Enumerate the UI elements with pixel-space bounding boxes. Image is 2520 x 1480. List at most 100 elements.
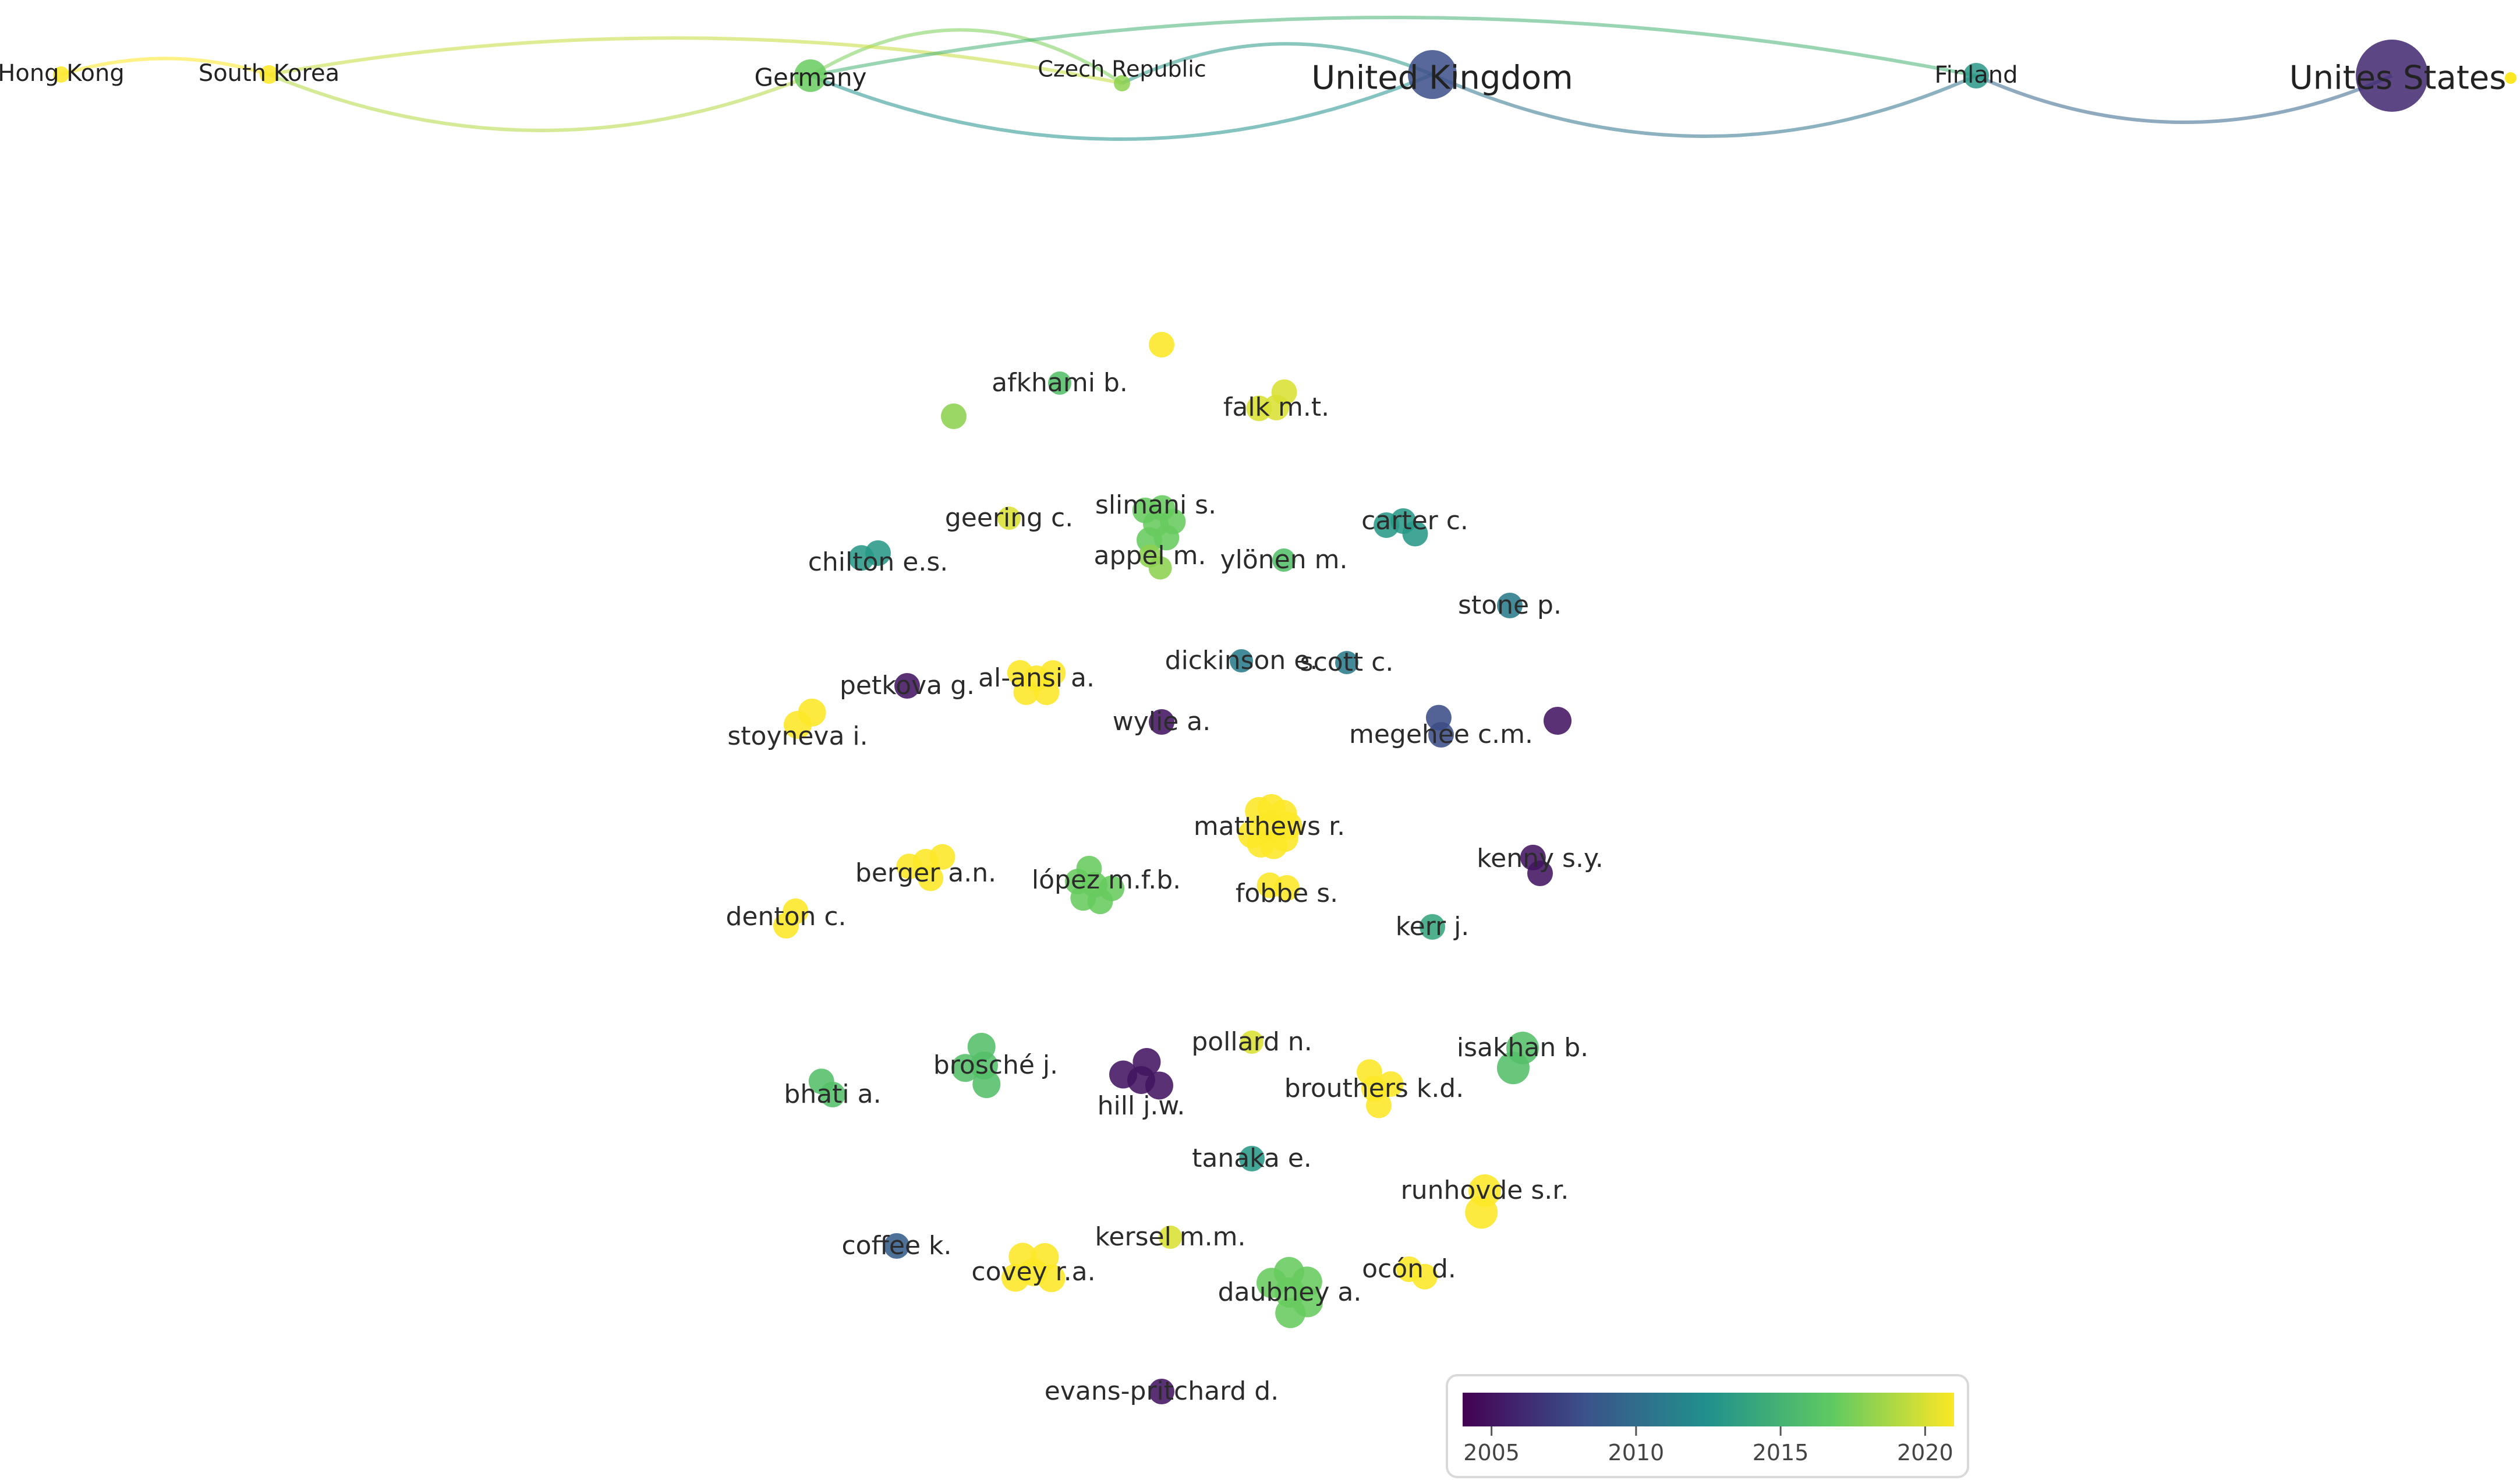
author-node[interactable] bbox=[1272, 548, 1296, 572]
node-yellow-top[interactable] bbox=[1149, 332, 1174, 357]
author-cluster-afkhami-b[interactable]: afkhami b. bbox=[992, 368, 1128, 398]
author-node[interactable] bbox=[1148, 556, 1172, 580]
author-node[interactable] bbox=[1145, 1071, 1173, 1100]
author-cluster-stone-p[interactable]: stone p. bbox=[1458, 590, 1562, 620]
country-node-hong-kong[interactable] bbox=[53, 66, 69, 83]
author-node[interactable] bbox=[894, 673, 920, 699]
link-germany-czech-republic bbox=[809, 28, 1123, 85]
author-node[interactable] bbox=[951, 1054, 979, 1082]
author-cluster-evans-pritchard-d[interactable]: evans-pritchard d. bbox=[1045, 1376, 1279, 1406]
author-cluster-appel-m[interactable]: appel m. bbox=[1094, 541, 1206, 580]
author-node[interactable] bbox=[1159, 1226, 1182, 1249]
author-node[interactable] bbox=[1040, 660, 1066, 686]
author-node[interactable] bbox=[1275, 1298, 1306, 1329]
author-node[interactable] bbox=[884, 1233, 909, 1259]
country-node-czech-republic[interactable] bbox=[1114, 75, 1130, 91]
author-node[interactable] bbox=[1420, 914, 1445, 940]
author-node[interactable] bbox=[967, 1032, 996, 1061]
author-node[interactable] bbox=[808, 1068, 834, 1095]
author-cluster-hill-j-w[interactable]: hill j.w. bbox=[1098, 1048, 1185, 1121]
author-cluster-kersel-m-m[interactable]: kersel m.m. bbox=[1095, 1222, 1246, 1252]
author-cluster-bhati-a[interactable]: bhati a. bbox=[784, 1068, 882, 1109]
author-cluster-berger-a-n[interactable]: berger a.n. bbox=[855, 844, 996, 891]
author-cluster-tanaka-e[interactable]: tanaka e. bbox=[1192, 1143, 1312, 1173]
author-node[interactable] bbox=[1149, 709, 1174, 735]
author-node[interactable] bbox=[1366, 1092, 1392, 1118]
author-node[interactable] bbox=[972, 1070, 1001, 1099]
author-cluster-coffee-k[interactable]: coffee k. bbox=[841, 1231, 951, 1261]
author-cluster-ylonen-m[interactable]: ylönen m. bbox=[1220, 545, 1348, 575]
author-cluster-kerr-j[interactable]: kerr j. bbox=[1396, 912, 1470, 941]
author-cluster-pollard-n[interactable]: pollard n. bbox=[1191, 1027, 1312, 1057]
author-cluster-dickinson-e[interactable]: dickinson e. bbox=[1165, 646, 1318, 675]
author-cluster-al-ansi-a[interactable]: al-ansi a. bbox=[978, 660, 1095, 706]
author-node[interactable] bbox=[896, 854, 922, 880]
node-lime-left[interactable] bbox=[941, 403, 967, 429]
country-node-unites-states[interactable] bbox=[2356, 40, 2428, 112]
author-cluster-geering-c[interactable]: geering c. bbox=[945, 503, 1073, 533]
author-cluster-chilton-e-s[interactable]: chilton e.s. bbox=[808, 540, 948, 577]
author-node[interactable] bbox=[1411, 1263, 1438, 1290]
author-cluster-petkova-g[interactable]: petkova g. bbox=[840, 671, 975, 700]
author-cluster-matthews-r[interactable]: matthews r. bbox=[1194, 794, 1345, 859]
author-node[interactable] bbox=[1238, 820, 1266, 848]
author-cluster-wylie-a[interactable]: wylie a. bbox=[1113, 707, 1211, 737]
author-node[interactable] bbox=[1076, 855, 1102, 881]
author-node[interactable] bbox=[1425, 704, 1452, 731]
author-node[interactable] bbox=[798, 698, 826, 727]
author-node[interactable] bbox=[1465, 1196, 1498, 1229]
author-cluster-denton-c[interactable]: denton c. bbox=[725, 898, 847, 939]
country-node-finland[interactable] bbox=[1963, 63, 1989, 88]
author-node[interactable] bbox=[1497, 593, 1523, 618]
author-node[interactable] bbox=[1149, 1379, 1174, 1404]
author-node[interactable] bbox=[929, 844, 955, 870]
author-cluster-kenny-s-y[interactable]: kenny s.y. bbox=[1477, 844, 1604, 886]
author-node[interactable] bbox=[1007, 660, 1033, 686]
author-cluster-fobbe-s[interactable]: fobbe s. bbox=[1236, 872, 1338, 908]
author-node[interactable] bbox=[918, 865, 944, 891]
author-node[interactable] bbox=[1240, 1031, 1263, 1054]
author-node[interactable] bbox=[848, 545, 875, 571]
author-node[interactable] bbox=[1402, 521, 1428, 547]
author-cluster-isakhan-b[interactable]: isakhan b. bbox=[1457, 1032, 1588, 1085]
author-cluster-megehee-c-m[interactable]: megehee c.m. bbox=[1349, 704, 1533, 749]
author-node[interactable] bbox=[1013, 679, 1039, 705]
author-cluster-daubney-a[interactable]: daubney a. bbox=[1218, 1256, 1362, 1329]
author-node[interactable] bbox=[1374, 512, 1400, 538]
author-node[interactable] bbox=[1031, 1243, 1059, 1272]
author-cluster-ocon-d[interactable]: ocón d. bbox=[1362, 1254, 1456, 1290]
author-node[interactable] bbox=[997, 507, 1021, 530]
author-node[interactable] bbox=[1356, 1059, 1382, 1085]
author-node[interactable] bbox=[1520, 844, 1546, 870]
author-cluster-covey-r-a[interactable]: covey r.a. bbox=[971, 1242, 1096, 1293]
author-cluster-carter-c[interactable]: carter c. bbox=[1361, 506, 1468, 547]
author-cluster-scott-c[interactable]: scott c. bbox=[1300, 647, 1394, 677]
author-node[interactable] bbox=[1034, 679, 1060, 706]
author-node[interactable] bbox=[1001, 1263, 1030, 1292]
author-node[interactable] bbox=[1230, 649, 1253, 672]
author-cluster-falk-m-t[interactable]: falk m.t. bbox=[1223, 379, 1329, 422]
author-node[interactable] bbox=[783, 898, 809, 925]
author-cluster-runhovde-s-r[interactable]: runhovde s.r. bbox=[1401, 1174, 1569, 1229]
author-cluster-stoyneva-i[interactable]: stoyneva i. bbox=[727, 698, 868, 751]
author-node[interactable] bbox=[1246, 395, 1272, 422]
country-node-south-korea[interactable] bbox=[260, 65, 278, 84]
author-node[interactable] bbox=[1037, 1264, 1066, 1293]
author-cluster-brosche-j[interactable]: brosché j. bbox=[933, 1032, 1058, 1099]
author-node[interactable] bbox=[1496, 1051, 1530, 1085]
author-node[interactable] bbox=[1048, 371, 1071, 395]
author-label-ocon-d: ocón d. bbox=[1362, 1254, 1456, 1284]
author-cluster-lopez-m-f-b[interactable]: lópez m.f.b. bbox=[1032, 855, 1181, 915]
author-node[interactable] bbox=[1335, 651, 1358, 674]
author-node[interactable] bbox=[1132, 1048, 1161, 1077]
country-node-germany[interactable] bbox=[794, 59, 827, 92]
author-node[interactable] bbox=[1271, 379, 1297, 405]
node-purple-right[interactable] bbox=[1544, 707, 1572, 735]
author-node[interactable] bbox=[1008, 1242, 1037, 1271]
author-node[interactable] bbox=[1239, 1146, 1265, 1171]
author-cluster-brouthers-k-d[interactable]: brouthers k.d. bbox=[1284, 1059, 1464, 1118]
author-node[interactable] bbox=[1378, 1071, 1404, 1097]
author-node[interactable] bbox=[1257, 872, 1283, 898]
author-node[interactable] bbox=[1109, 1060, 1138, 1089]
country-node-united-kingdom[interactable] bbox=[1408, 50, 1457, 99]
